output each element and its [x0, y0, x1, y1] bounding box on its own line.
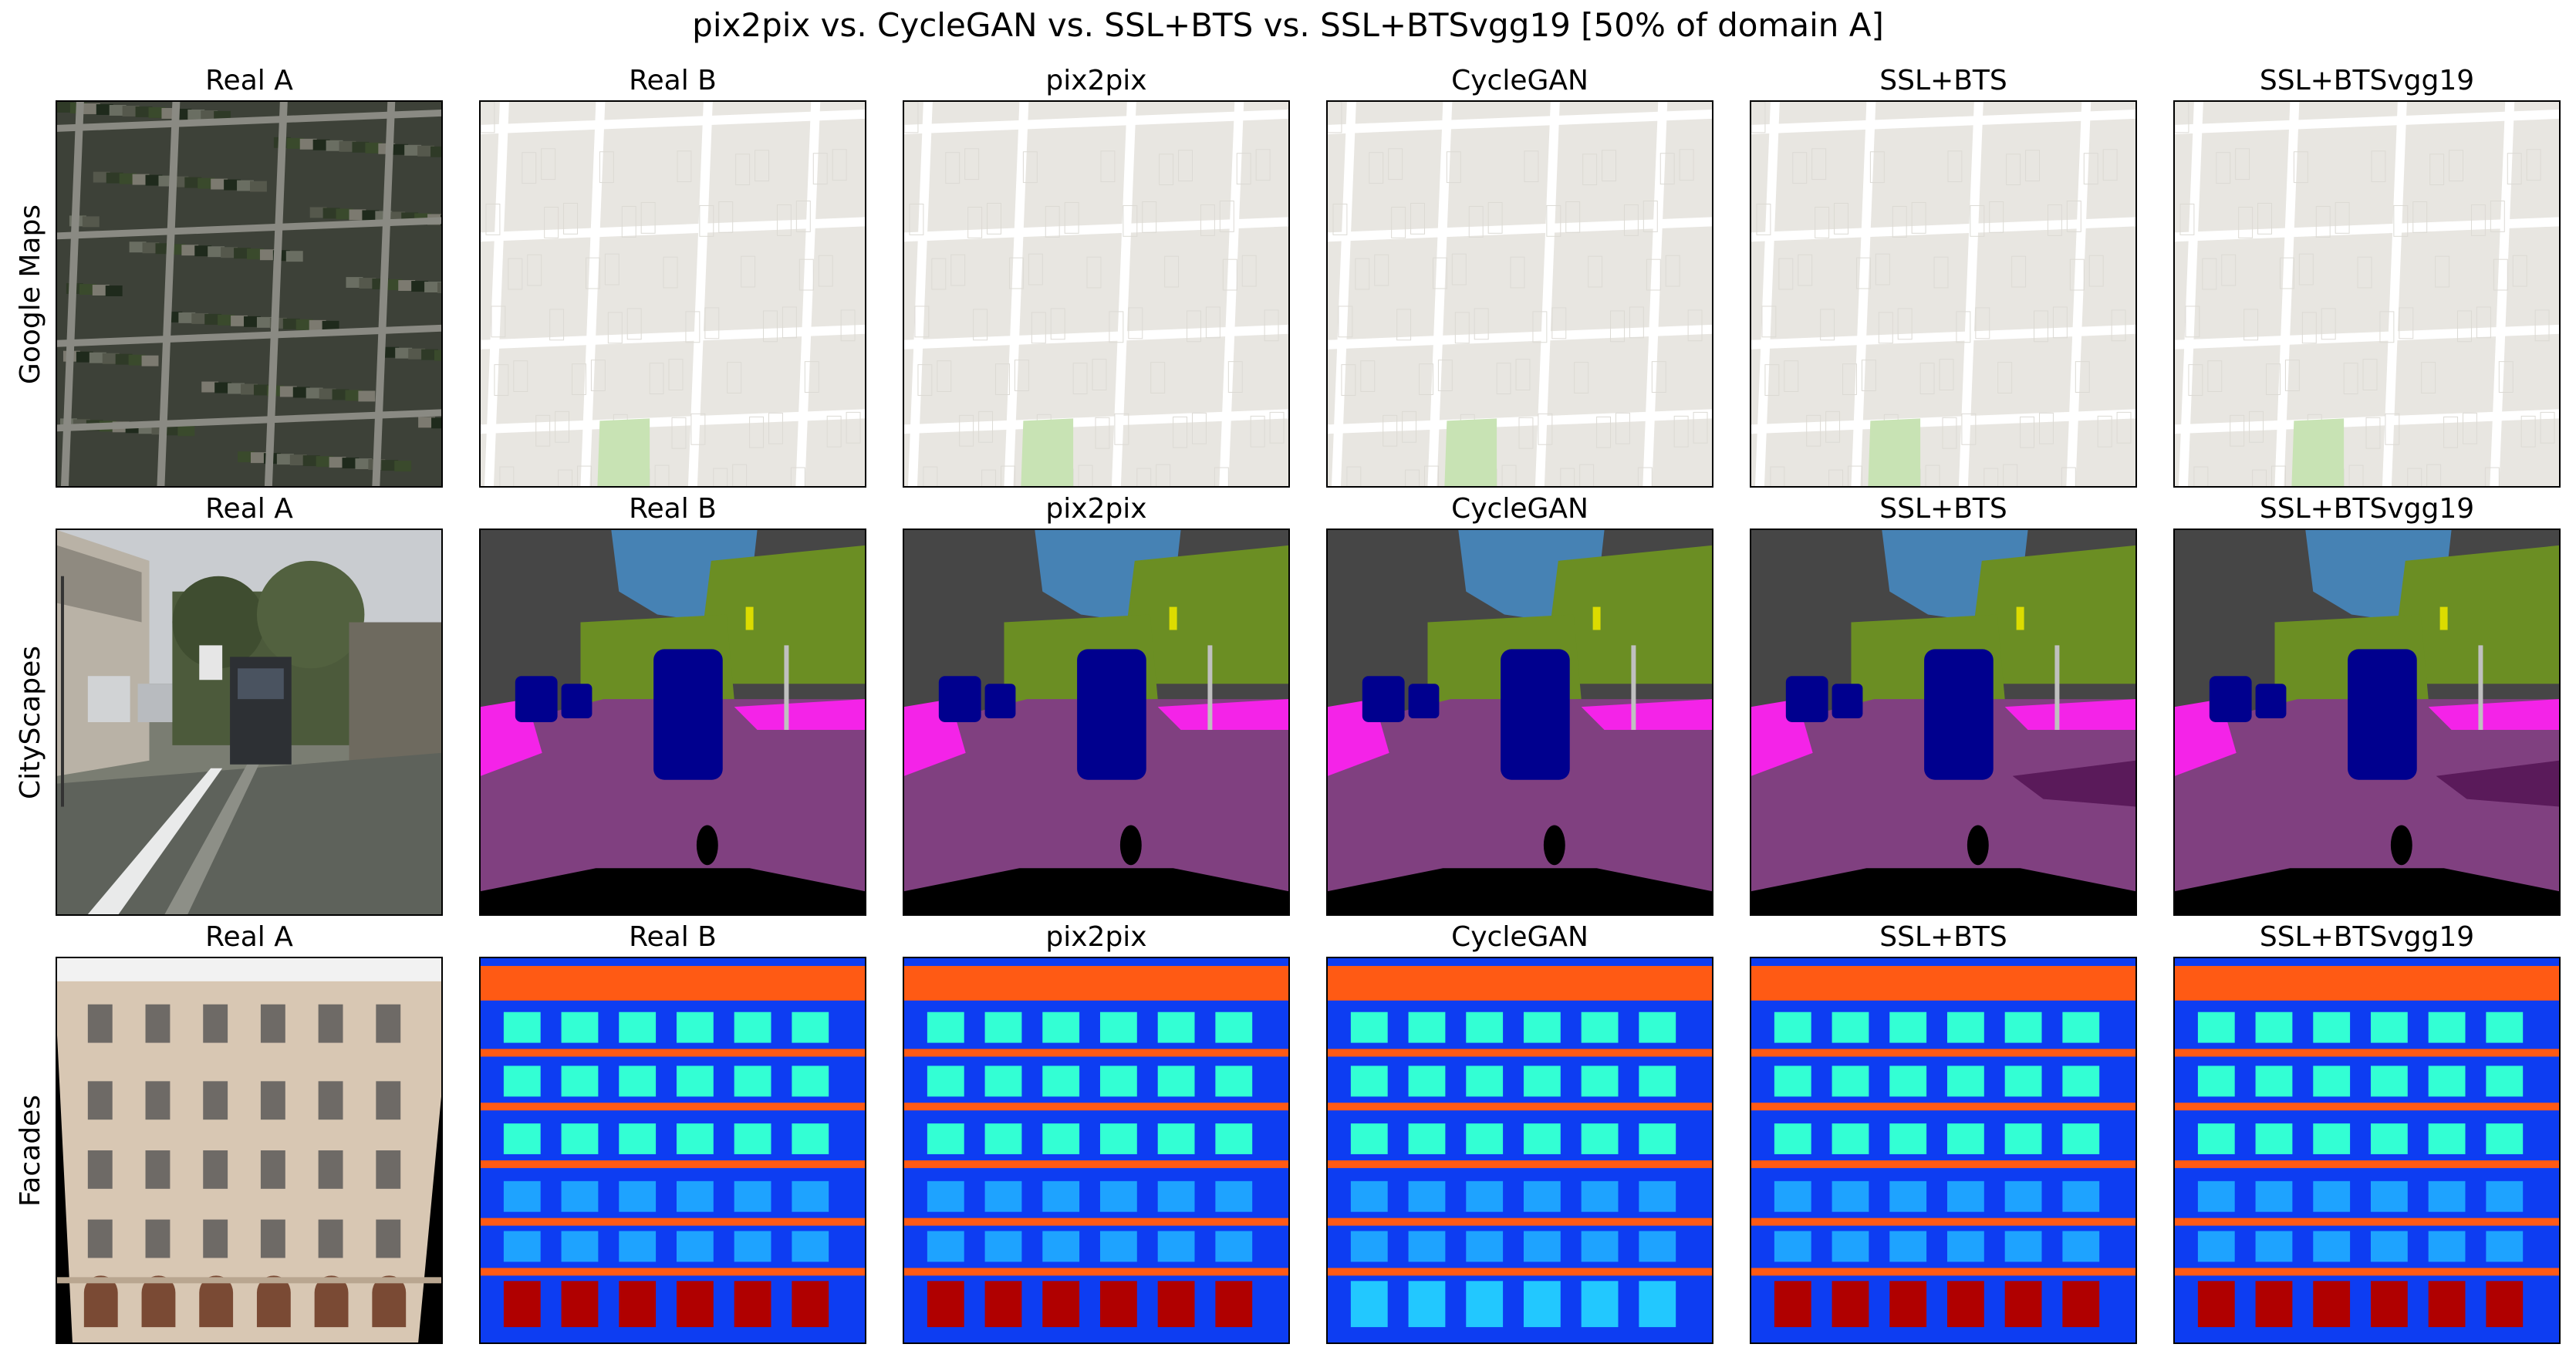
- column-title: pix2pix: [1045, 493, 1147, 525]
- column-title: SSL+BTSvgg19: [2259, 65, 2475, 96]
- column-title: SSL+BTS: [1879, 493, 2007, 525]
- column-title: Real B: [629, 65, 717, 96]
- maps-ssl-bts-panel: SSL+BTS: [1750, 65, 2137, 488]
- column-title: Real A: [205, 493, 293, 525]
- segmentation-image: [1750, 529, 2137, 916]
- facades-ssl-bts-panel: SSL+BTS: [1750, 921, 2137, 1344]
- facades-real-a-panel: Real A: [56, 921, 443, 1344]
- segmentation-image: [479, 529, 866, 916]
- column-title: pix2pix: [1045, 65, 1147, 96]
- row-label-google-maps: Google Maps: [15, 204, 47, 384]
- facades-pix2pix-panel: pix2pix: [903, 921, 1290, 1344]
- map-image: [479, 100, 866, 488]
- city-pix2pix-panel: pix2pix: [903, 493, 1290, 916]
- city-real-a-panel: Real A: [56, 493, 443, 916]
- column-title: CycleGAN: [1451, 921, 1588, 953]
- map-image: [2173, 100, 2561, 488]
- street-photo: [56, 529, 443, 916]
- map-image: [1326, 100, 1713, 488]
- column-title: Real A: [205, 921, 293, 953]
- map-image: [1750, 100, 2137, 488]
- column-title: Real A: [205, 65, 293, 96]
- maps-real-a-panel: Real A: [56, 65, 443, 488]
- figure-title: pix2pix vs. CycleGAN vs. SSL+BTS vs. SSL…: [692, 6, 1884, 44]
- row-label-facades: Facades: [15, 1094, 47, 1207]
- segmentation-image: [2173, 529, 2561, 916]
- segmentation-image: [903, 529, 1290, 916]
- city-ssl-btsvgg19-panel: SSL+BTSvgg19: [2173, 493, 2561, 916]
- city-cyclegan-panel: CycleGAN: [1326, 493, 1713, 916]
- satellite-image: [56, 100, 443, 488]
- map-image: [903, 100, 1290, 488]
- column-title: SSL+BTS: [1879, 65, 2007, 96]
- column-title: SSL+BTSvgg19: [2259, 921, 2475, 953]
- maps-cyclegan-panel: CycleGAN: [1326, 65, 1713, 488]
- facades-real-b-panel: Real B: [479, 921, 866, 1344]
- facade-photo: [56, 957, 443, 1344]
- city-ssl-bts-panel: SSL+BTS: [1750, 493, 2137, 916]
- row-label-cityscapes: CityScapes: [15, 645, 47, 799]
- column-title: SSL+BTS: [1879, 921, 2007, 953]
- facade-label-image: [2173, 957, 2561, 1344]
- column-title: Real B: [629, 493, 717, 525]
- facades-ssl-btsvgg19-panel: SSL+BTSvgg19: [2173, 921, 2561, 1344]
- facade-label-image: [1750, 957, 2137, 1344]
- facades-cyclegan-panel: CycleGAN: [1326, 921, 1713, 1344]
- column-title: CycleGAN: [1451, 65, 1588, 96]
- column-title: pix2pix: [1045, 921, 1147, 953]
- facade-label-image: [479, 957, 866, 1344]
- maps-ssl-btsvgg19-panel: SSL+BTSvgg19: [2173, 65, 2561, 488]
- maps-real-b-panel: Real B: [479, 65, 866, 488]
- facade-label-image: [903, 957, 1290, 1344]
- city-real-b-panel: Real B: [479, 493, 866, 916]
- facade-label-image: [1326, 957, 1713, 1344]
- column-title: CycleGAN: [1451, 493, 1588, 525]
- column-title: Real B: [629, 921, 717, 953]
- maps-pix2pix-panel: pix2pix: [903, 65, 1290, 488]
- segmentation-image: [1326, 529, 1713, 916]
- column-title: SSL+BTSvgg19: [2259, 493, 2475, 525]
